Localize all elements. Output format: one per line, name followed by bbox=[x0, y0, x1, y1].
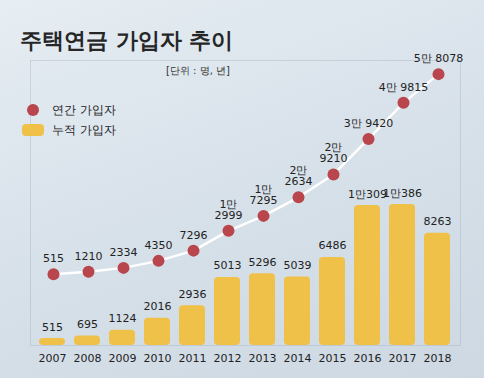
svg-text:5013: 5013 bbox=[214, 259, 242, 272]
svg-text:4만 9815: 4만 9815 bbox=[379, 81, 429, 94]
svg-text:2016: 2016 bbox=[354, 352, 382, 365]
svg-text:6486: 6486 bbox=[319, 239, 347, 252]
svg-text:2010: 2010 bbox=[144, 352, 172, 365]
svg-text:2009: 2009 bbox=[109, 352, 137, 365]
svg-text:2만9210: 2만9210 bbox=[320, 141, 348, 165]
svg-text:5296: 5296 bbox=[249, 256, 277, 269]
svg-text:4350: 4350 bbox=[145, 239, 173, 252]
svg-text:2013: 2013 bbox=[249, 352, 277, 365]
svg-text:7296: 7296 bbox=[180, 229, 208, 242]
svg-text:2012: 2012 bbox=[214, 352, 242, 365]
svg-text:5만 8078: 5만 8078 bbox=[414, 52, 464, 65]
html-text:주택연금 가입자 추이: 주택연금 가입자 추이 bbox=[20, 28, 234, 53]
svg-text:1만2999: 1만2999 bbox=[215, 198, 243, 222]
svg-text:2만2634: 2만2634 bbox=[285, 164, 313, 188]
html-text:누적 가입자: 누적 가입자 bbox=[52, 122, 116, 137]
html-text:연간 가입자: 연간 가입자 bbox=[52, 102, 116, 117]
svg-text:2015: 2015 bbox=[319, 352, 347, 365]
svg-text:2011: 2011 bbox=[179, 352, 207, 365]
svg-text:8263: 8263 bbox=[424, 215, 452, 228]
svg-text:2007: 2007 bbox=[39, 352, 67, 365]
svg-text:515: 515 bbox=[42, 321, 63, 334]
svg-text:1124: 1124 bbox=[109, 312, 137, 325]
svg-text:2018: 2018 bbox=[424, 352, 452, 365]
svg-text:1만386: 1만386 bbox=[383, 187, 422, 200]
svg-text:2334: 2334 bbox=[110, 246, 138, 259]
svg-text:515: 515 bbox=[43, 252, 64, 265]
svg-text:2016: 2016 bbox=[144, 300, 172, 313]
svg-text:2008: 2008 bbox=[74, 352, 102, 365]
html-text:[단위 : 명, 년]: [단위 : 명, 년] bbox=[166, 65, 230, 76]
svg-text:2936: 2936 bbox=[179, 288, 207, 301]
svg-text:3만 9420: 3만 9420 bbox=[344, 117, 394, 130]
svg-text:1만309: 1만309 bbox=[348, 188, 387, 201]
svg-text:1210: 1210 bbox=[75, 250, 103, 263]
svg-text:2017: 2017 bbox=[389, 352, 417, 365]
svg-text:695: 695 bbox=[77, 318, 98, 331]
svg-text:2014: 2014 bbox=[284, 352, 312, 365]
svg-text:1만7295: 1만7295 bbox=[250, 183, 278, 207]
svg-text:5039: 5039 bbox=[284, 259, 312, 272]
